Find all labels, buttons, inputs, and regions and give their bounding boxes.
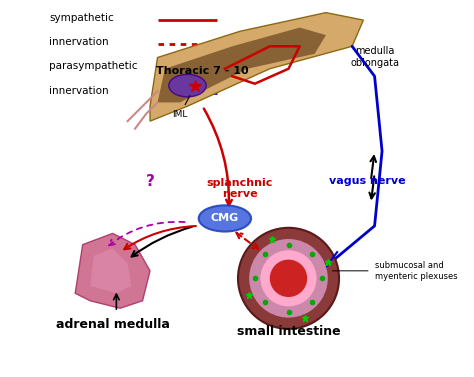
Text: IML: IML — [172, 95, 190, 119]
Text: ?: ? — [146, 173, 155, 188]
Text: medulla
oblongata: medulla oblongata — [350, 46, 399, 68]
Circle shape — [270, 260, 307, 297]
Text: innervation: innervation — [49, 37, 109, 47]
Text: splanchnic
nerve: splanchnic nerve — [207, 178, 273, 199]
Text: CMG: CMG — [211, 213, 239, 224]
Text: sympathetic: sympathetic — [49, 12, 114, 23]
Text: small intestine: small intestine — [237, 325, 340, 338]
Polygon shape — [75, 233, 150, 308]
Text: innervation: innervation — [49, 86, 109, 96]
Polygon shape — [157, 28, 326, 103]
Polygon shape — [90, 248, 131, 293]
Text: vagus nerve: vagus nerve — [329, 176, 405, 186]
Ellipse shape — [169, 74, 206, 97]
Circle shape — [260, 250, 317, 307]
Text: submucosal and
myenteric plexuses: submucosal and myenteric plexuses — [374, 261, 457, 280]
Text: Thoracic 7 - 10: Thoracic 7 - 10 — [156, 66, 249, 76]
Circle shape — [238, 228, 339, 329]
Text: adrenal medulla: adrenal medulla — [55, 318, 170, 331]
Text: parasympathetic: parasympathetic — [49, 61, 137, 71]
Ellipse shape — [199, 205, 251, 231]
Polygon shape — [150, 12, 364, 121]
Circle shape — [249, 239, 328, 317]
